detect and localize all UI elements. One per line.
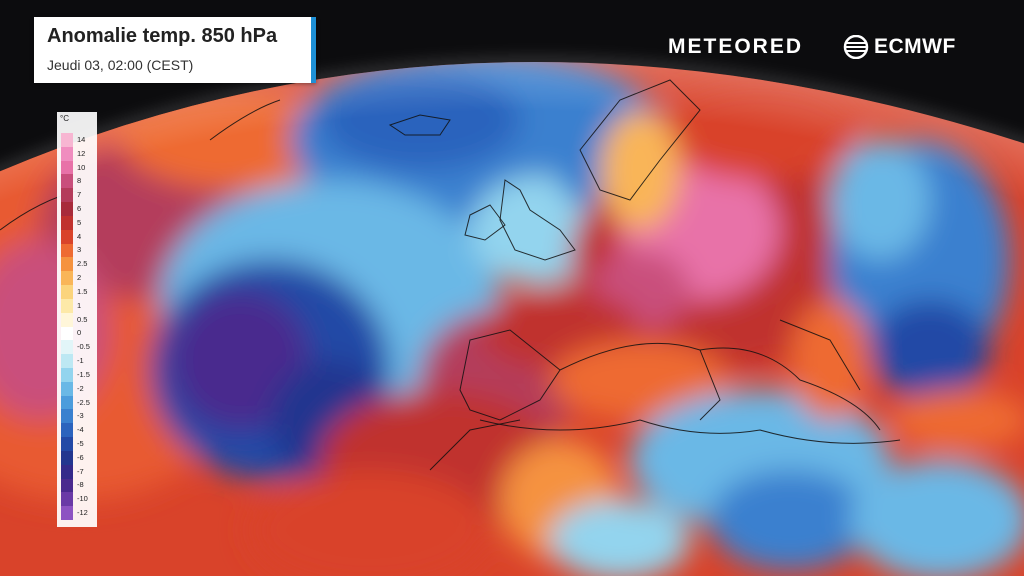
meteored-logo: METEORED <box>668 34 803 60</box>
legend-swatch <box>61 478 73 493</box>
legend-label: 12 <box>77 148 86 158</box>
coastlines <box>0 79 901 471</box>
legend-swatch <box>61 174 73 189</box>
legend-label: -8 <box>77 480 84 490</box>
legend-swatch <box>61 409 73 424</box>
legend-swatch <box>61 133 73 148</box>
legend-label: 2.5 <box>77 259 88 269</box>
meteored-logo-text: METEORED <box>668 35 804 58</box>
legend-label: 4 <box>77 231 82 241</box>
legend-swatch <box>61 160 73 175</box>
legend-swatch <box>61 464 73 480</box>
legend-label: -12 <box>77 508 88 518</box>
legend-label: 0.5 <box>77 314 88 324</box>
legend-label: 2 <box>77 273 82 283</box>
legend-swatch <box>61 506 73 521</box>
legend-swatch <box>61 437 73 452</box>
legend-swatch <box>61 354 73 369</box>
legend-label: -4 <box>77 425 84 435</box>
legend-swatch <box>61 243 73 258</box>
legend-label: -1.5 <box>77 369 90 379</box>
ecmwf-logo-icon <box>843 35 869 59</box>
legend-label: -10 <box>77 494 88 504</box>
legend-swatch <box>61 146 73 162</box>
legend-label: 10 <box>77 162 86 172</box>
ecmwf-logo: ECMWF <box>842 34 956 60</box>
legend-label: -3 <box>77 411 84 421</box>
map-title: Anomalie temp. 850 hPa <box>47 25 278 47</box>
legend-swatch <box>61 271 73 286</box>
legend-swatch <box>61 381 73 397</box>
legend-label: -2 <box>77 383 84 393</box>
legend-swatch <box>61 450 73 466</box>
legend-swatch <box>61 202 73 217</box>
legend-label: -1 <box>77 356 84 366</box>
legend-swatch <box>61 215 73 231</box>
legend-label: 3 <box>77 245 82 255</box>
legend-label: -6 <box>77 452 84 462</box>
legend-label: 7 <box>77 190 82 200</box>
legend-label: 14 <box>77 134 86 144</box>
map-title-box: Anomalie temp. 850 hPa Jeudi 03, 02:00 (… <box>34 17 316 83</box>
color-legend: °C 14 12 10 8 7 6 5 4 3 2.5 2 1.5 1 0.5 0 -0.5 -1 -1.5 -2 -… <box>57 112 97 527</box>
legend-swatch <box>61 340 73 355</box>
legend-label: 1.5 <box>77 286 88 296</box>
legend-swatch <box>61 326 73 341</box>
legend-label: -2.5 <box>77 397 90 407</box>
legend-label: 5 <box>77 217 82 227</box>
ecmwf-logo-text: ECMWF <box>874 35 956 58</box>
legend-label: 6 <box>77 204 82 214</box>
legend-swatch <box>61 229 73 245</box>
legend-label: -5 <box>77 438 84 448</box>
legend-colorbar <box>61 133 73 521</box>
legend-swatch <box>61 285 73 300</box>
legend-swatch <box>61 423 73 438</box>
legend-swatch <box>61 395 73 410</box>
legend-label: 8 <box>77 176 82 186</box>
legend-label: 1 <box>77 300 82 310</box>
legend-swatch <box>61 298 73 314</box>
legend-label: 0 <box>77 328 82 338</box>
legend-swatch <box>61 492 73 507</box>
legend-unit: °C <box>60 114 69 123</box>
legend-swatch <box>61 367 73 383</box>
legend-swatch <box>61 188 73 203</box>
legend-label: -7 <box>77 466 84 476</box>
legend-swatch <box>61 257 73 272</box>
legend-swatch <box>61 312 73 327</box>
legend-label: -0.5 <box>77 342 90 352</box>
map-datetime: Jeudi 03, 02:00 (CEST) <box>47 57 194 73</box>
